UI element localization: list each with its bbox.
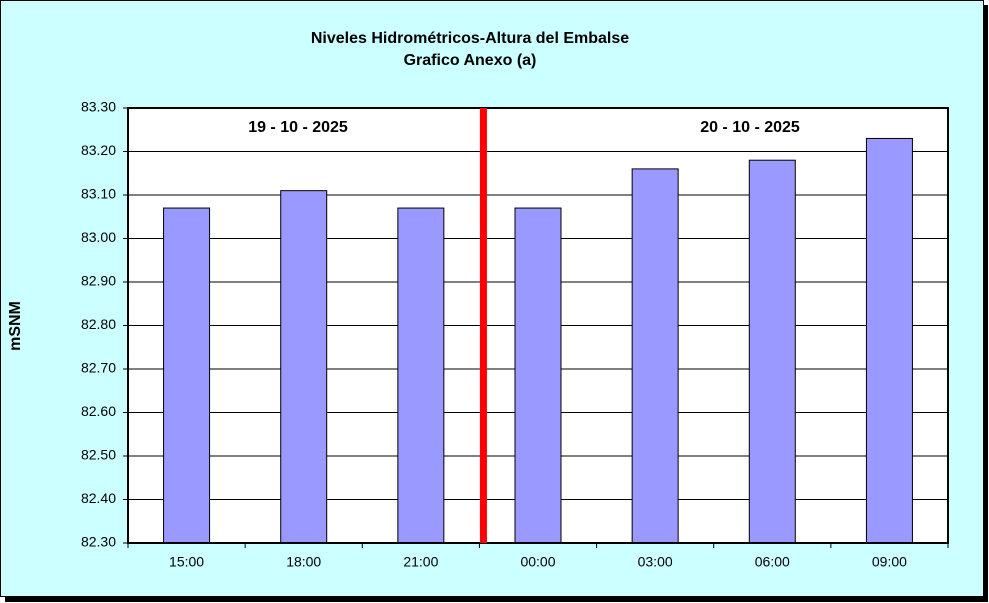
x-tick-label: 15:00 — [169, 554, 204, 570]
y-tick-label: 83.20 — [81, 142, 116, 158]
chart-title: Niveles Hidrométricos-Altura del Embalse — [311, 30, 629, 47]
annotation: 19 - 10 - 2025 — [248, 119, 348, 136]
y-tick-label: 83.30 — [81, 99, 116, 115]
bar — [631, 168, 679, 544]
x-tick-label: 06:00 — [755, 554, 790, 570]
y-tick-label: 82.80 — [81, 316, 116, 332]
y-tick-label: 82.70 — [81, 360, 116, 376]
bar — [280, 190, 328, 544]
y-tick-label: 83.00 — [81, 229, 116, 245]
bar — [865, 137, 913, 544]
bar — [397, 207, 445, 544]
x-tick-label: 00:00 — [520, 554, 555, 570]
chart-subtitle: Grafico Anexo (a) — [404, 52, 537, 69]
y-tick-label: 82.60 — [81, 403, 116, 419]
y-axis-label: mSNM — [7, 301, 24, 351]
x-tick-label: 03:00 — [638, 554, 673, 570]
y-tick-label: 82.50 — [81, 447, 116, 463]
x-tick-label: 09:00 — [872, 554, 907, 570]
plot-border — [127, 107, 949, 544]
x-tick-label: 18:00 — [286, 554, 321, 570]
bar — [748, 159, 796, 544]
y-tick-label: 83.10 — [81, 186, 116, 202]
annotation: 20 - 10 - 2025 — [700, 119, 800, 136]
y-tick-label: 82.90 — [81, 273, 116, 289]
bar — [163, 207, 211, 544]
y-tick-label: 82.40 — [81, 490, 116, 506]
x-tick-label: 21:00 — [403, 554, 438, 570]
y-tick-label: 82.30 — [81, 534, 116, 550]
bar — [514, 207, 562, 544]
